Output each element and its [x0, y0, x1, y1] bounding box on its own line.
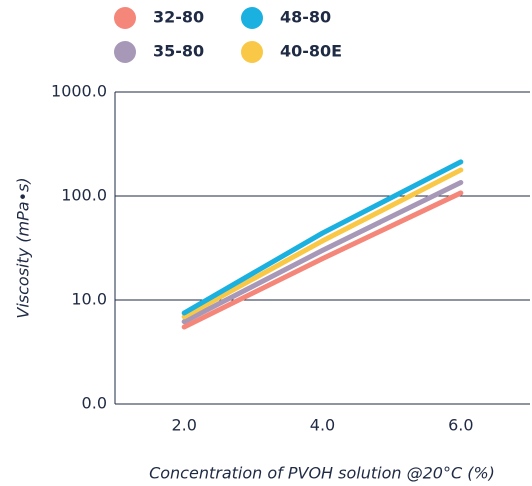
y-tick-label: 100.0 [61, 186, 107, 205]
x-tick-label: 2.0 [171, 416, 196, 435]
series-line [181, 159, 464, 316]
y-tick-label: 0.0 [82, 394, 107, 413]
y-tick-label: 1000.0 [51, 82, 107, 101]
legend-swatch [241, 41, 263, 63]
legend-swatch [114, 7, 136, 29]
legend-label: 35-80 [153, 42, 204, 61]
legend-label: 40-80E [280, 42, 342, 61]
series-line [181, 167, 464, 320]
legend-swatch [241, 7, 263, 29]
series-line [181, 190, 464, 330]
legend-swatch [114, 41, 136, 63]
x-axis-title: Concentration of PVOH solution @20°C (%) [149, 464, 495, 483]
x-tick-label: 4.0 [310, 416, 335, 435]
series-line [181, 179, 464, 325]
y-axis-title: Viscosity (mPa•s) [14, 177, 33, 318]
y-tick-label: 10.0 [71, 290, 107, 309]
x-tick-label: 6.0 [448, 416, 473, 435]
legend-label: 32-80 [153, 8, 204, 27]
legend-label: 48-80 [280, 8, 331, 27]
